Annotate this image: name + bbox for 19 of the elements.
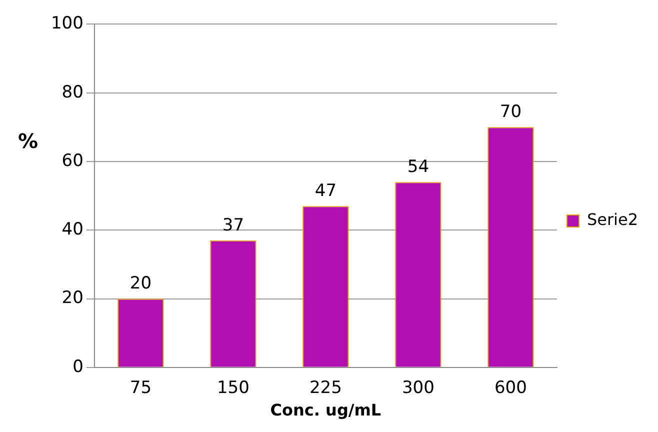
y-axis-title: % [16,129,40,153]
x-tick-label: 300 [402,378,434,398]
y-tick-label: 40 [62,220,84,240]
x-tick-label: 150 [216,378,250,398]
x-tick-label: 225 [309,378,342,398]
data-label: 70 [500,102,522,122]
y-tick-label: 60 [62,150,84,171]
y-tick-label: 80 [62,82,84,102]
data-label: 54 [407,156,430,177]
y-tick-label: 100 [50,14,84,34]
y-tick-label: 20 [62,288,84,308]
x-tick-label: 75 [130,378,152,398]
data-label: 20 [130,274,152,294]
y-tick-label: 0 [72,356,84,377]
data-label: 47 [314,181,337,202]
legend-label: Serie2 [586,210,638,230]
x-axis-title: Conc. ug/mL [270,400,382,420]
x-tick-label: 600 [494,378,527,398]
data-label: 37 [222,215,244,236]
